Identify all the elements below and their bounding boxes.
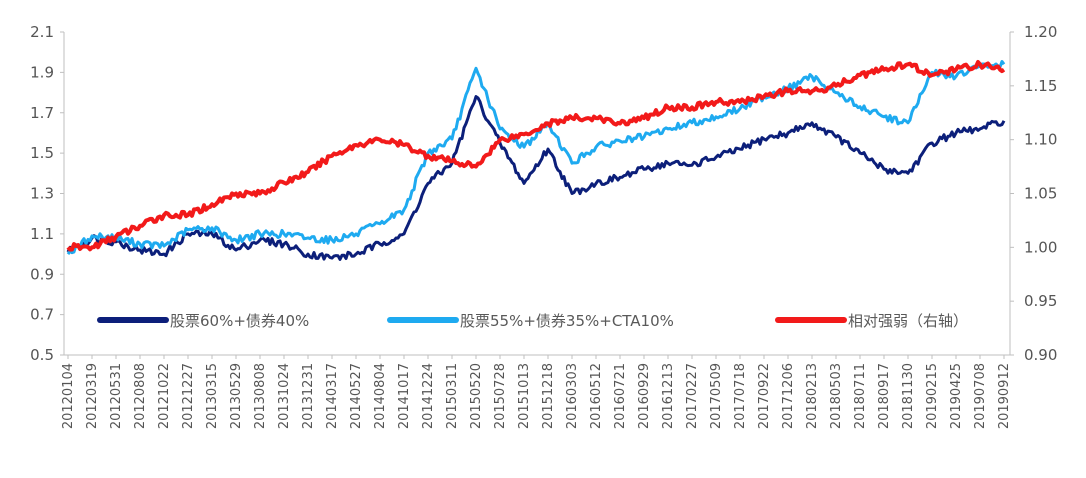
x-tick-label: 20190215 [925,363,940,429]
series-line [66,60,1006,255]
x-tick-label: 20180711 [853,363,868,429]
x-tick-label: 20130315 [205,363,220,429]
x-tick-label: 20121022 [157,363,172,429]
x-tick-label: 20160512 [589,363,604,429]
x-tick-label: 20131024 [277,363,292,429]
x-tick-label: 20180213 [805,363,820,429]
y-tick-label-right: 0.95 [1024,292,1057,310]
y-tick-label-left: 2.1 [30,23,54,41]
x-tick-label: 20150311 [445,363,460,429]
y-tick-label-left: 1.5 [30,144,54,162]
y-tick-label-right: 1.15 [1024,77,1057,95]
axes: 0.5 0.7 0.9 1.1 1.3 1.5 1.7 1.9 2.1 0.90 0.95 1.00 1… [30,23,1057,429]
y-tick-label-right: 1.20 [1024,23,1057,41]
x-tick-label: 20170227 [685,363,700,429]
x-tick-label: 20151013 [517,363,532,429]
x-tick-label: 20140527 [349,363,364,429]
y-tick-label-left: 1.7 [30,104,54,122]
series-line [66,95,1006,261]
y-tick-label-right: 1.00 [1024,238,1057,256]
y-tick-label-right: 1.05 [1024,185,1057,203]
x-tick-label: 20120319 [85,363,100,429]
x-tick-label: 20151218 [541,363,556,429]
x-tick-label: 20170718 [733,363,748,429]
x-tick-label: 20170922 [757,363,772,429]
y-tick-label-left: 1.9 [30,63,54,81]
x-tick-label: 20150728 [493,363,508,429]
series-lines [66,60,1006,261]
y-tick-label-left: 0.9 [30,265,54,283]
x-tick-label: 20120808 [133,363,148,429]
legend-label: 股票55%+债券35%+CTA10% [460,312,674,330]
x-tick-label: 20120104 [61,363,76,429]
x-tick-label: 20140317 [325,363,340,429]
legend: 股票60%+债券40% 股票55%+债券35%+CTA10% 相对强弱（右轴） [97,312,968,330]
x-tick-label: 20121227 [181,363,196,429]
legend-label: 相对强弱（右轴） [848,312,968,330]
x-tick-label: 20181130 [901,363,916,429]
x-tick-label: 20120531 [109,363,124,429]
y-tick-label-right: 0.90 [1024,346,1057,364]
y-tick-label-left: 1.3 [30,185,54,203]
x-tick-label: 20161213 [661,363,676,429]
x-tick-label: 20180503 [829,363,844,429]
y-tick-label-left: 1.1 [30,225,54,243]
x-tick-label: 20171206 [781,363,796,429]
x-tick-label: 20160303 [565,363,580,429]
x-tick-label: 20180917 [877,363,892,429]
x-tick-label: 20190708 [973,363,988,429]
x-tick-label: 20130529 [229,363,244,429]
x-tick-label: 20160929 [637,363,652,429]
x-tick-label: 20170509 [709,363,724,429]
y-tick-label-left: 0.7 [30,306,54,324]
x-tick-label: 20141017 [397,363,412,429]
x-tick-label: 20131231 [301,363,316,429]
x-tick-label: 20190425 [949,363,964,429]
x-tick-label: 20140804 [373,363,388,429]
legend-label: 股票60%+债券40% [170,312,309,330]
x-tick-label: 20160721 [613,363,628,429]
x-tick-label: 20130808 [253,363,268,429]
series-line [66,60,1006,252]
y-tick-label-right: 1.10 [1024,131,1057,149]
y-tick-label-left: 0.5 [30,346,54,364]
x-tick-label: 20190912 [997,363,1012,429]
x-tick-label: 20141224 [421,363,436,429]
x-tick-label: 20150520 [469,363,484,429]
